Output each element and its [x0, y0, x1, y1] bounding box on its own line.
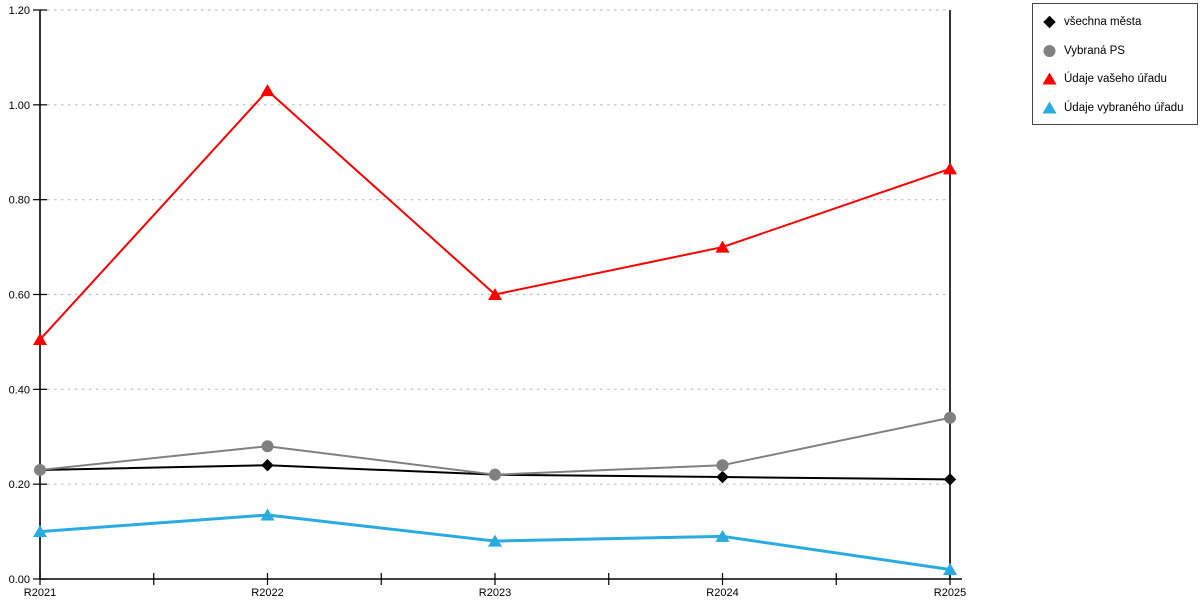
- svg-text:1.00: 1.00: [9, 100, 30, 112]
- svg-text:0.40: 0.40: [9, 384, 30, 396]
- svg-text:1.20: 1.20: [9, 5, 30, 17]
- svg-text:R2021: R2021: [24, 587, 56, 599]
- svg-text:0.00: 0.00: [9, 574, 30, 586]
- triangle-icon: [1042, 101, 1057, 115]
- diamond-icon: [1042, 15, 1057, 29]
- svg-text:R2023: R2023: [479, 587, 511, 599]
- svg-text:R2025: R2025: [934, 587, 966, 599]
- legend-item: Údaje vybraného úřadu: [1042, 94, 1193, 123]
- svg-text:0.80: 0.80: [9, 195, 30, 207]
- triangle-icon: [1042, 72, 1057, 86]
- legend-label: Údaje vybraného úřadu: [1064, 101, 1184, 114]
- circle-icon: [1042, 44, 1057, 58]
- legend-label: Údaje vašeho úřadu: [1064, 73, 1167, 86]
- svg-text:0.20: 0.20: [9, 479, 30, 491]
- svg-text:R2024: R2024: [706, 587, 738, 599]
- legend: všechna města Vybraná PS Údaje vašeho úř…: [1032, 3, 1198, 125]
- svg-text:R2022: R2022: [251, 587, 283, 599]
- legend-item: všechna města: [1042, 8, 1193, 37]
- legend-item: Vybraná PS: [1042, 37, 1193, 66]
- svg-text:0.60: 0.60: [9, 290, 30, 302]
- legend-label: všechna města: [1064, 16, 1142, 29]
- legend-item: Údaje vašeho úřadu: [1042, 65, 1193, 94]
- legend-label: Vybraná PS: [1064, 44, 1125, 57]
